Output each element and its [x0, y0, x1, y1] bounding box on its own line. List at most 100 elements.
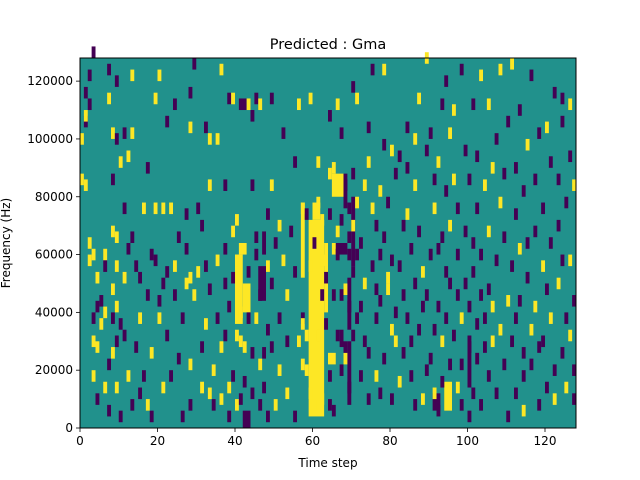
heatmap-cell — [211, 364, 216, 376]
heatmap-cell — [459, 312, 464, 324]
heatmap-cell — [432, 323, 437, 336]
heatmap-cell — [231, 225, 236, 238]
heatmap-cell — [235, 214, 239, 226]
heatmap-cell — [486, 370, 491, 382]
heatmap-cell — [99, 295, 104, 307]
heatmap-cell — [238, 306, 243, 319]
heatmap-cell — [355, 196, 360, 209]
y-axis: 0 20000 40000 60000 80000 100000 120000 — [27, 74, 80, 435]
heatmap-cell — [448, 127, 453, 139]
y-tick-label: 40000 — [35, 305, 73, 319]
heatmap-cell — [502, 358, 507, 371]
heatmap-cell — [339, 289, 344, 301]
heatmap-cell — [219, 63, 224, 76]
heatmap-cell — [467, 410, 472, 423]
heatmap-cell — [114, 335, 119, 348]
heatmap-cell — [289, 225, 294, 238]
heatmap-band — [444, 381, 452, 411]
heatmap-band — [432, 393, 441, 411]
heatmap-band — [246, 98, 251, 111]
heatmap-band — [320, 254, 328, 267]
heatmap-cell — [80, 133, 84, 145]
heatmap-band — [258, 266, 266, 301]
heatmap-cell — [533, 300, 538, 313]
heatmap-cell — [444, 185, 449, 197]
heatmap-cell — [440, 231, 445, 243]
heatmap-cell — [424, 289, 429, 301]
heatmap-cell — [339, 214, 344, 226]
heatmap-cell — [207, 179, 212, 191]
heatmap-cell — [475, 150, 480, 163]
heatmap-cell — [308, 260, 313, 272]
heatmap-cell — [343, 341, 348, 353]
heatmap-cell — [455, 248, 460, 261]
heatmap-band — [262, 231, 267, 255]
heatmap-cell — [413, 399, 418, 411]
heatmap-cell — [448, 358, 453, 371]
heatmap-cell — [506, 295, 511, 307]
heatmap-cell — [266, 260, 270, 272]
y-tick-label: 80000 — [35, 190, 73, 204]
heatmap-cell — [560, 115, 565, 128]
heatmap-cell — [304, 364, 309, 376]
heatmap-cell — [157, 312, 162, 324]
heatmap-cell — [471, 237, 476, 249]
heatmap-cell — [494, 387, 499, 400]
heatmap-band — [347, 341, 352, 405]
heatmap-cell — [107, 63, 112, 76]
heatmap-band — [467, 335, 472, 388]
heatmap-cell — [355, 92, 360, 105]
heatmap-cell — [347, 300, 352, 313]
heatmap-cell — [490, 162, 495, 174]
heatmap-cell — [316, 196, 321, 209]
heatmap-cell — [467, 173, 472, 186]
heatmap-cell — [374, 283, 379, 296]
heatmap-cell — [405, 312, 410, 324]
heatmap-cell — [304, 208, 309, 220]
heatmap-cell — [188, 86, 193, 99]
heatmap-cell — [390, 393, 394, 405]
heatmap-cell — [173, 289, 177, 301]
heatmap-cell — [242, 375, 247, 388]
heatmap-cell — [517, 104, 522, 116]
heatmap-cell — [556, 173, 561, 186]
heatmap-cell — [215, 312, 220, 324]
heatmap-cell — [448, 219, 453, 232]
heatmap-cell — [324, 271, 329, 284]
heatmap-cell — [126, 243, 131, 255]
x-tick-label: 120 — [534, 434, 557, 448]
heatmap-cell — [448, 277, 453, 290]
heatmap-cell — [114, 260, 119, 272]
heatmap-cell — [196, 266, 201, 278]
x-axis: 0 20 40 60 80 100 120 — [76, 428, 556, 448]
heatmap-cell — [91, 370, 96, 382]
heatmap-cell — [417, 92, 422, 105]
heatmap-cell — [436, 300, 441, 313]
heatmap-cell — [401, 219, 406, 232]
heatmap-cell — [250, 347, 255, 359]
heatmap-cell — [374, 219, 379, 232]
heatmap-cell — [463, 225, 468, 238]
heatmap-cell — [351, 329, 356, 342]
heatmap-cell — [130, 399, 135, 411]
heatmap-cell — [424, 144, 429, 157]
heatmap-cell — [114, 231, 119, 243]
heatmap-cell — [475, 318, 480, 330]
heatmap-cell — [436, 404, 441, 417]
heatmap-cell — [467, 341, 472, 353]
heatmap-cell — [258, 399, 263, 411]
heatmap-cell — [386, 283, 391, 296]
heatmap-cell — [397, 260, 402, 272]
heatmap-cell — [83, 179, 88, 191]
heatmap-cell — [204, 121, 208, 134]
heatmap-cell — [149, 248, 154, 261]
heatmap-cell — [351, 266, 356, 278]
heatmap-cell — [343, 352, 348, 365]
heatmap-cell — [490, 335, 495, 348]
heatmap-cell — [231, 92, 236, 105]
heatmap-cell — [393, 167, 398, 180]
heatmap-cell — [188, 358, 193, 371]
heatmap-cell — [95, 300, 100, 313]
heatmap-cell — [227, 300, 232, 313]
heatmap-cell — [413, 277, 418, 290]
